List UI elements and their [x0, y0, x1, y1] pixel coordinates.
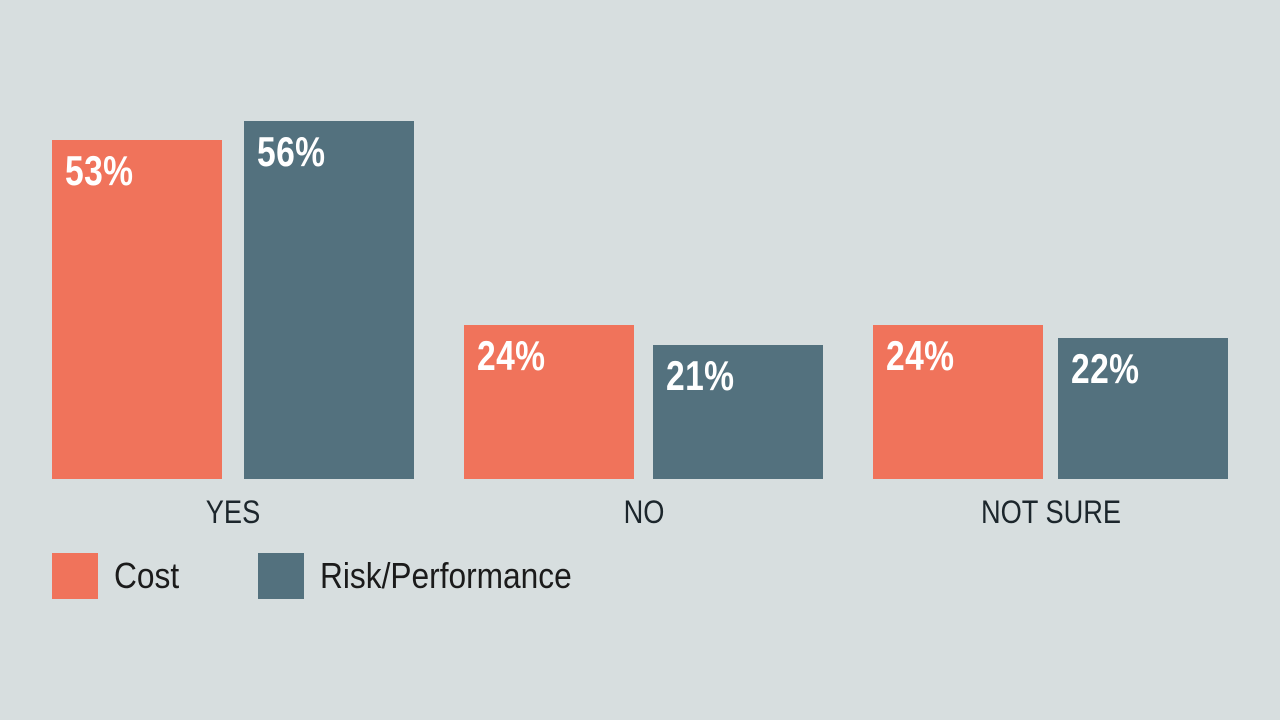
- bar-value-label: 22%: [1071, 345, 1140, 392]
- bar-not-sure-cost: 24%: [873, 325, 1043, 479]
- bar-value-label: 24%: [477, 332, 546, 379]
- bar-value-label: 53%: [65, 147, 134, 194]
- bar-yes-risk-performance: 56%: [244, 121, 414, 479]
- bar-no-risk-performance: 21%: [653, 345, 823, 479]
- bar-yes-cost: 53%: [52, 140, 222, 479]
- bar-value-label: 56%: [257, 128, 326, 175]
- bar-value-label: 24%: [886, 332, 955, 379]
- bar-value-label: 21%: [666, 352, 735, 399]
- bar-not-sure-risk-performance: 22%: [1058, 338, 1228, 479]
- bar-no-cost: 24%: [464, 325, 634, 479]
